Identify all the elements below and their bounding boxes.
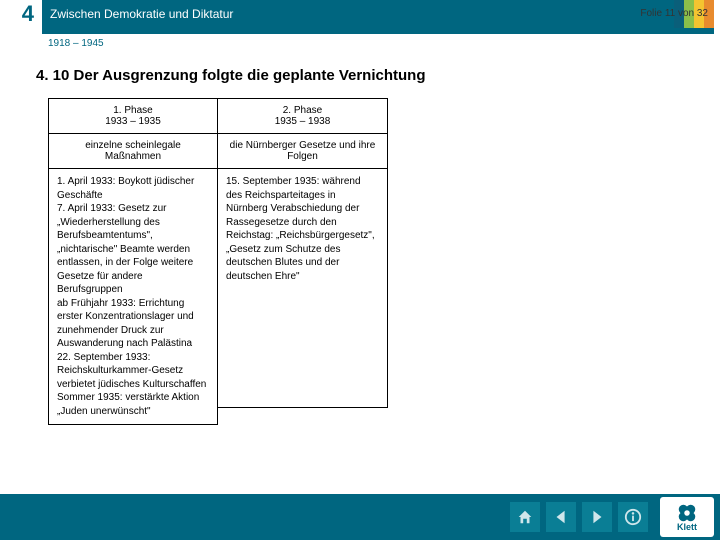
phase1-body: 1. April 1933: Boykott jüdischer Geschäf… xyxy=(48,168,218,425)
phase2-title: 2. Phase 1935 – 1938 xyxy=(217,98,388,134)
phase1-title: 1. Phase 1933 – 1935 xyxy=(48,98,218,134)
phase2-subtitle: die Nürnberger Gesetze und ihre Folgen xyxy=(217,133,388,169)
phase1-subtitle: einzelne scheinlegale Maßnahmen xyxy=(48,133,218,169)
date-range: 1918 – 1945 xyxy=(48,38,720,49)
phase-columns: 1. Phase 1933 – 1935 einzelne scheinlega… xyxy=(48,98,720,425)
title-bar: Zwischen Demokratie und Diktatur xyxy=(42,0,714,28)
clover-icon xyxy=(676,502,698,524)
home-icon xyxy=(516,508,534,526)
next-button[interactable] xyxy=(582,502,612,532)
section-heading: 4. 10 Der Ausgrenzung folgte die geplant… xyxy=(36,67,720,84)
slide-title: Zwischen Demokratie und Diktatur xyxy=(50,7,233,21)
prev-button[interactable] xyxy=(546,502,576,532)
home-button[interactable] xyxy=(510,502,540,532)
slide-number: 4 xyxy=(0,0,42,28)
triangle-left-icon xyxy=(552,508,570,526)
info-button[interactable] xyxy=(618,502,648,532)
klett-logo: Klett xyxy=(660,497,714,537)
sub-bar xyxy=(42,28,714,34)
info-icon xyxy=(624,508,642,526)
footer-bar: Klett xyxy=(0,494,720,540)
logo-text: Klett xyxy=(677,522,697,532)
phase2-column: 2. Phase 1935 – 1938 die Nürnberger Gese… xyxy=(218,98,388,425)
pager: Folie 11 von 32 xyxy=(640,8,708,19)
phase2-body: 15. September 1935: während des Reichspa… xyxy=(217,168,388,408)
phase1-column: 1. Phase 1933 – 1935 einzelne scheinlega… xyxy=(48,98,218,425)
triangle-right-icon xyxy=(588,508,606,526)
